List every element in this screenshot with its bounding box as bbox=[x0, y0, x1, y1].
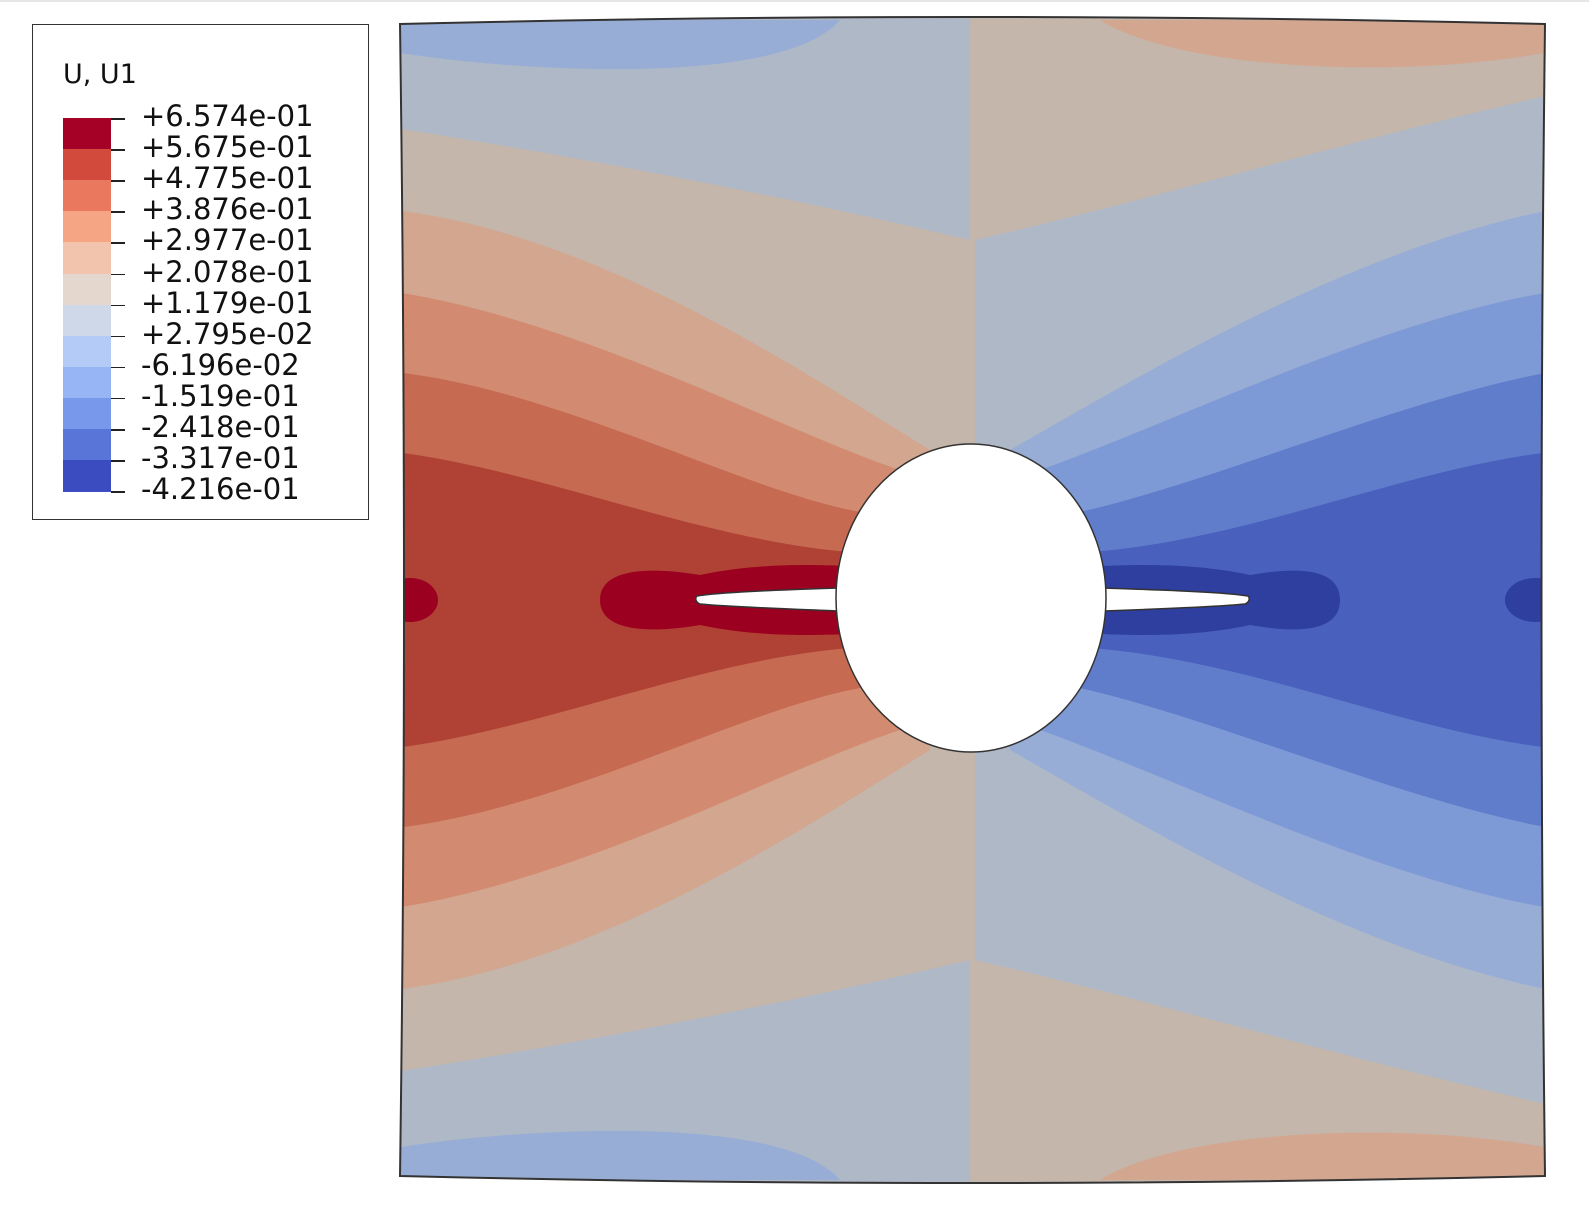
colorbar-swatch bbox=[63, 180, 111, 212]
legend: U, U1 +6.574e-01 +5.675e-01 +4.775e-01 +3.8… bbox=[32, 24, 369, 520]
colorbar-level-label: +1.179e-01 bbox=[141, 285, 314, 320]
colorbar-tick bbox=[111, 460, 125, 462]
colorbar-swatch bbox=[63, 460, 111, 492]
central-hole bbox=[835, 443, 1107, 753]
colorbar-tick bbox=[111, 397, 125, 400]
colorbar-tick bbox=[111, 180, 125, 182]
colorbar-level-label: +2.977e-01 bbox=[141, 223, 314, 258]
colorbar-tick bbox=[111, 304, 125, 307]
crack-slit-left bbox=[695, 587, 839, 612]
contour-lobe-bottom-left bbox=[400, 1130, 840, 1180]
colorbar-tick bbox=[111, 211, 125, 213]
colorbar-tick bbox=[111, 273, 125, 275]
colorbar-swatch bbox=[63, 335, 111, 368]
colorbar-swatch bbox=[63, 273, 111, 306]
colorbar-swatch bbox=[63, 397, 111, 430]
displacement-field bbox=[400, 17, 1545, 1183]
colorbar-swatch bbox=[63, 242, 111, 274]
top-border-line bbox=[0, 0, 1589, 2]
colorbar-level-label: -4.216e-01 bbox=[141, 472, 300, 507]
contour-band-right-edge-peak bbox=[1505, 578, 1545, 622]
plate-outline bbox=[398, 16, 1547, 1184]
colorbar-swatch bbox=[63, 304, 111, 337]
legend-title: U, U1 bbox=[63, 59, 137, 90]
colorbar-swatch bbox=[63, 211, 111, 243]
colorbar-level-label: -1.519e-01 bbox=[141, 378, 300, 413]
colorbar-tick bbox=[111, 242, 125, 244]
colorbar-level-label: -2.418e-01 bbox=[141, 410, 300, 444]
colorbar-swatch bbox=[63, 429, 111, 461]
colorbar-level-label: +5.675e-01 bbox=[141, 130, 314, 165]
colorbar-level-label: -6.196e-02 bbox=[141, 347, 300, 382]
colorbar-level-label: +2.795e-02 bbox=[141, 316, 314, 351]
colorbar-swatch bbox=[63, 366, 111, 399]
colorbar-level-label: -3.317e-01 bbox=[141, 441, 300, 476]
contour-band-left-edge-peak bbox=[400, 578, 438, 622]
contour-lobe-bottom-right bbox=[1100, 1132, 1545, 1180]
colorbar-tick bbox=[111, 366, 125, 369]
colorbar-tick bbox=[111, 149, 125, 151]
crack-slit-right bbox=[1103, 587, 1250, 612]
colorbar-swatch bbox=[63, 149, 111, 181]
contour-lobe-top-right bbox=[1100, 20, 1545, 68]
colorbar-level-label: +3.876e-01 bbox=[141, 192, 314, 227]
colorbar-level-label: +4.775e-01 bbox=[141, 161, 314, 196]
colorbar-tick bbox=[111, 429, 125, 431]
colorbar-tick bbox=[111, 491, 125, 493]
colorbar-tick bbox=[111, 118, 125, 120]
colorbar-swatch bbox=[63, 118, 111, 150]
colorbar-level-label: +6.574e-01 bbox=[141, 99, 314, 133]
colorbar-level-label: +2.078e-01 bbox=[141, 254, 314, 289]
contour-lobe-top-left bbox=[400, 20, 840, 70]
colorbar-tick bbox=[111, 335, 125, 338]
